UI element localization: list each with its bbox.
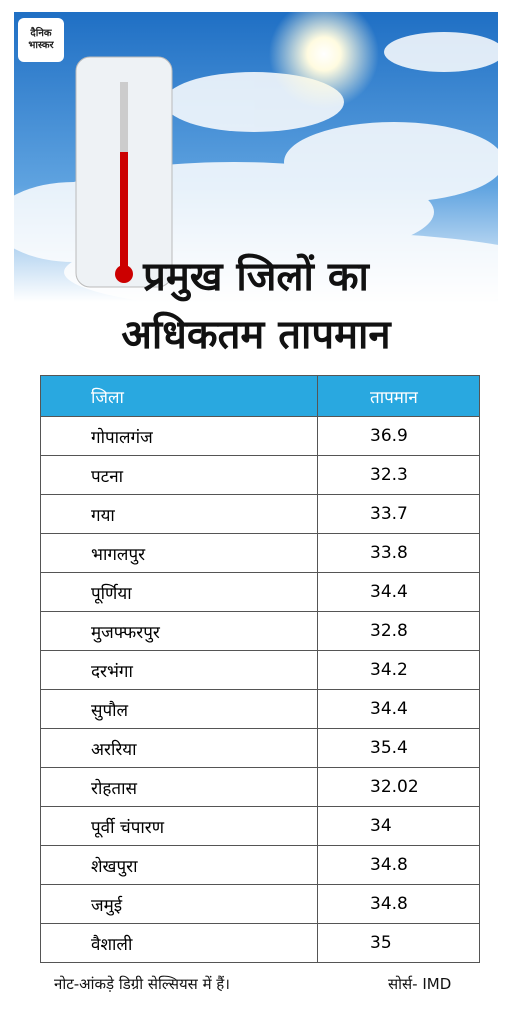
district-cell: दरभंगा (40, 650, 318, 690)
temperature-cell: 34.2 (317, 650, 480, 690)
temperature-cell: 35.4 (317, 728, 480, 768)
district-cell: जमुई (40, 884, 318, 924)
temperature-cell: 35 (317, 923, 480, 963)
table-row: सुपौल 34.4 (40, 689, 480, 729)
temperature-table: जिला तापमान गोपालगंज 36.9 पटना 32.3 गया 33.7 भ… (40, 375, 480, 963)
temperature-cell: 34 (317, 806, 480, 846)
temperature-cell: 32.02 (317, 767, 480, 807)
temperature-cell: 34.4 (317, 572, 480, 612)
temperature-cell: 33.8 (317, 533, 480, 573)
header-cell: जिला (40, 375, 318, 417)
district-cell: अररिया (40, 728, 318, 768)
temperature-cell: 34.4 (317, 689, 480, 729)
district-cell: रोहतास (40, 767, 318, 807)
table-row: गोपालगंज 36.9 (40, 416, 480, 456)
hero-image (14, 12, 498, 302)
table-row: वैशाली 35 (40, 923, 480, 963)
district-cell: मुजफ्फरपुर (40, 611, 318, 651)
district-cell: पूर्वी चंपारण (40, 806, 318, 846)
table-row: मुजफ्फरपुर 32.8 (40, 611, 480, 651)
table-row: पूर्णिया 34.4 (40, 572, 480, 612)
district-cell: भागलपुर (40, 533, 318, 573)
district-cell: गोपालगंज (40, 416, 318, 456)
temperature-cell: 34.8 (317, 884, 480, 924)
table-row: दरभंगा 34.2 (40, 650, 480, 690)
table-row: पूर्वी चंपारण 34 (40, 806, 480, 846)
district-cell: वैशाली (40, 923, 318, 963)
title-line: प्रमुख जिलों का (143, 254, 369, 300)
table-header: जिला तापमान (40, 375, 480, 417)
district-cell: सुपौल (40, 689, 318, 729)
temperature-cell: 32.8 (317, 611, 480, 651)
title: प्रमुख जिलों का अधिकतम तापमान (0, 248, 512, 364)
table-row: अररिया 35.4 (40, 728, 480, 768)
header-cell: तापमान (317, 375, 480, 417)
table-row: शेखपुरा 34.8 (40, 845, 480, 885)
logo: दैनिक भास्कर (18, 18, 64, 62)
table-row: रोहतास 32.02 (40, 767, 480, 807)
table-row: भागलपुर 33.8 (40, 533, 480, 573)
footnote: नोट-आंकड़े डिग्री सेल्सियस में हैं। (54, 975, 230, 993)
temperature-cell: 34.8 (317, 845, 480, 885)
district-cell: पटना (40, 455, 318, 495)
district-cell: पूर्णिया (40, 572, 318, 612)
title-line: अधिकतम तापमान (121, 312, 391, 358)
table-row: जमुई 34.8 (40, 884, 480, 924)
temperature-cell: 36.9 (317, 416, 480, 456)
table-row: पटना 32.3 (40, 455, 480, 495)
temperature-cell: 32.3 (317, 455, 480, 495)
table-row: गया 33.7 (40, 494, 480, 534)
temperature-cell: 33.7 (317, 494, 480, 534)
district-cell: गया (40, 494, 318, 534)
source: सोर्स- IMD (388, 975, 452, 993)
district-cell: शेखपुरा (40, 845, 318, 885)
